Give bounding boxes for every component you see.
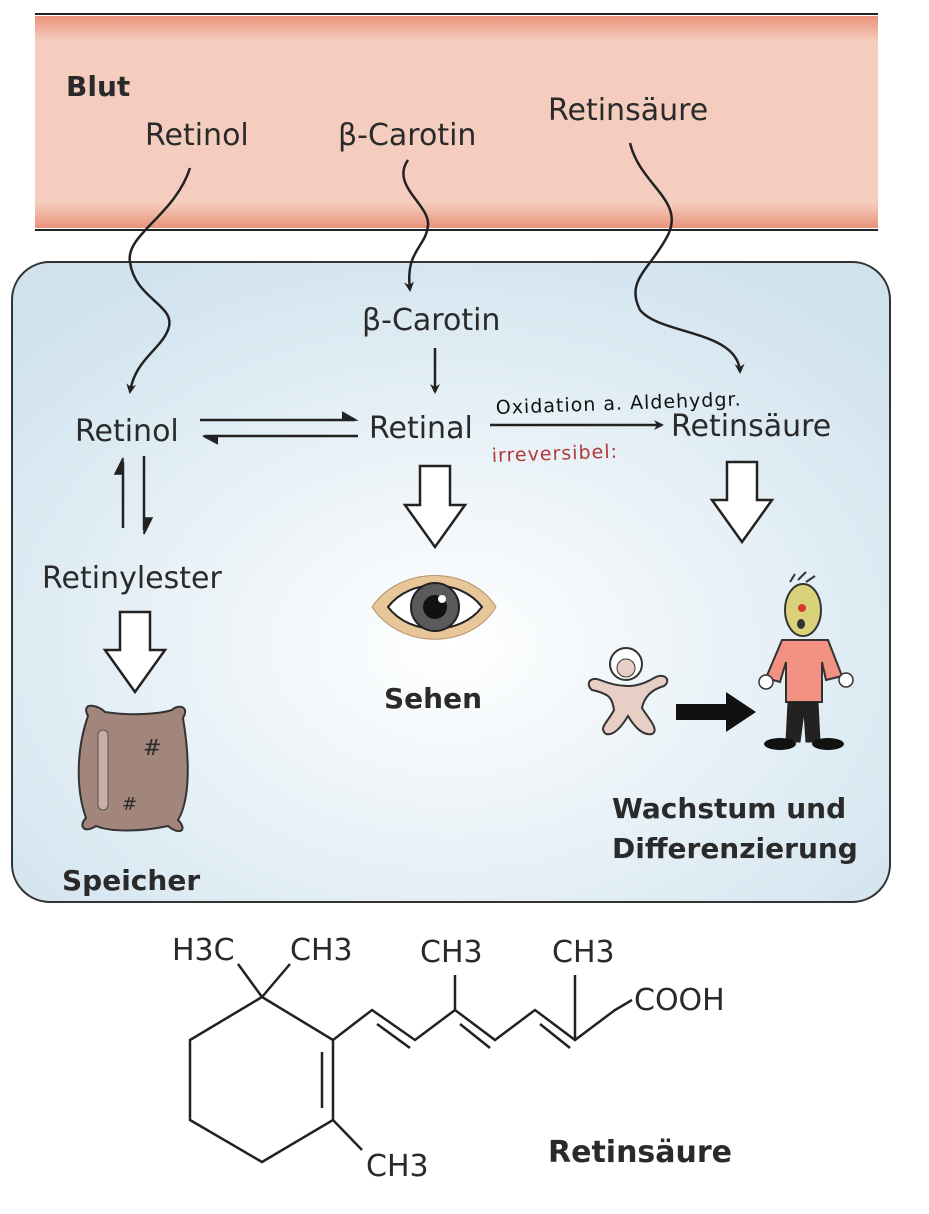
cell-retinol-label: Retinol [75,414,179,449]
blood-title: Blut [66,70,130,103]
ch3-label-chain-2: CH3 [552,935,615,970]
ch3-label-ring-top: CH3 [290,933,353,968]
retinal-to-vision-arrow [402,464,468,550]
retinol-retinal-equilibrium [200,411,359,445]
cell-retinylester-label: Retinylester [42,561,222,596]
retinylester-to-storage-arrow [102,610,168,695]
growth-label-line1: Wachstum und [612,792,846,825]
speicher-label: Speicher [62,864,200,897]
sehen-label: Sehen [384,682,482,715]
blood-vessel [35,13,878,231]
blood-retinol-label: Retinol [145,118,249,153]
carotin-uptake-arrow [402,159,430,292]
retinol-uptake-arrow [126,167,192,394]
blood-retinsaeure-label: Retinsäure [548,93,708,128]
retinoic-acid-structure [188,963,633,1164]
retinsaeure-uptake-arrow [628,142,745,374]
sack-icon: # # [77,704,189,833]
adult-icon [758,571,854,750]
blood-carotin-label: β-Carotin [338,118,476,153]
eye-icon [371,575,497,640]
ch3-label-ring-bottom: CH3 [366,1149,429,1184]
svg-text:#: # [122,794,137,815]
growth-arrow-icon [676,692,756,732]
ch3-label-chain-1: CH3 [420,935,483,970]
cell-retinsaeure-label: Retinsäure [671,409,831,444]
baby-icon [587,647,669,736]
retinsaeure-to-growth-arrow [709,460,775,545]
cooh-label: COOH [634,983,725,1018]
irreversibel-annotation: irreversibel: [491,441,618,467]
retinol-retinylester-equilibrium [113,456,154,535]
cell-carotin-label: β-Carotin [362,303,500,338]
structure-name-label: Retinsäure [548,1135,732,1170]
growth-label-line2: Differenzierung [612,832,858,865]
cell-retinal-label: Retinal [369,411,473,446]
svg-text:#: # [143,736,161,761]
h3c-label: H3C [172,933,235,968]
